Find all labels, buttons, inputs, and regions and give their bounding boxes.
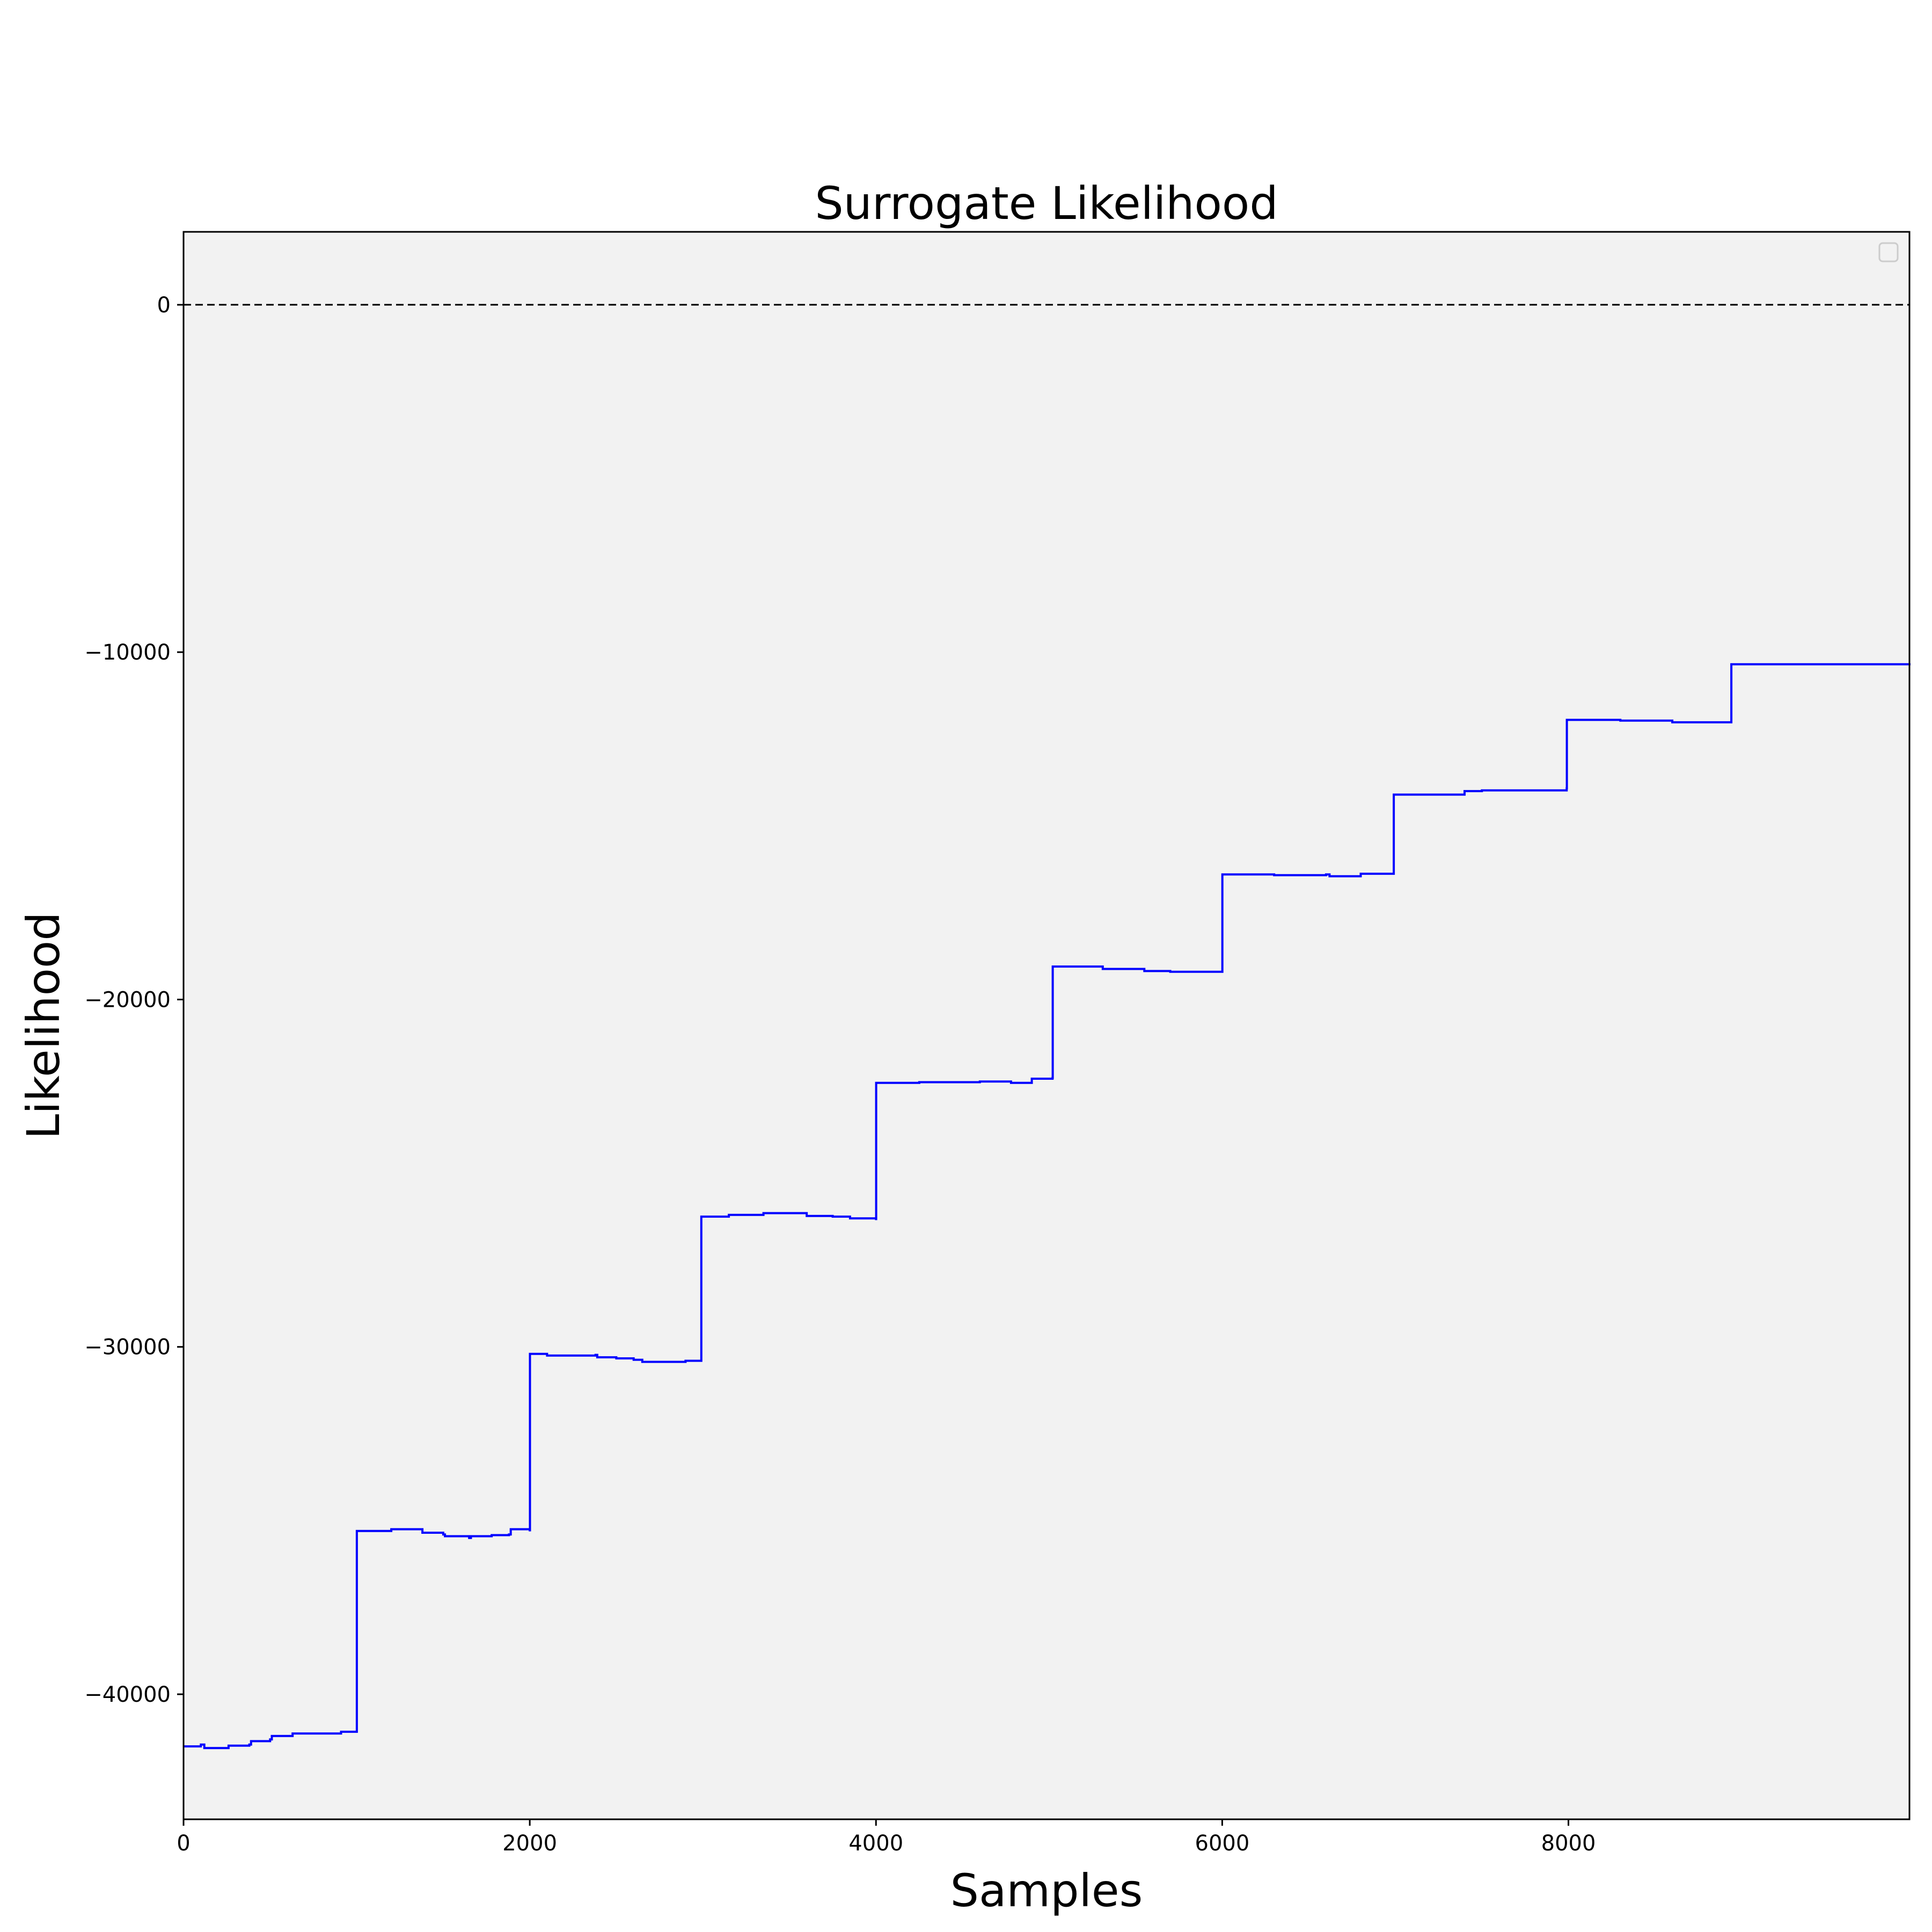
y-axis-label: Likelihood <box>17 912 70 1139</box>
x-tick-label: 4000 <box>848 1831 903 1856</box>
plot-frame <box>182 231 1911 1820</box>
x-tick-label: 2000 <box>502 1831 557 1856</box>
x-axis-label: Samples <box>950 1864 1143 1917</box>
x-tick-label: 0 <box>177 1831 190 1856</box>
x-axis-ticks: 0 2000 4000 6000 8000 <box>177 1819 1596 1856</box>
legend-box <box>1878 242 1899 262</box>
y-tick-label: −30000 <box>84 1335 171 1360</box>
y-tick-label: −10000 <box>84 640 171 665</box>
y-tick-label: −20000 <box>84 987 171 1012</box>
y-tick-label: −40000 <box>84 1682 171 1707</box>
y-axis-ticks: 0 −10000 −20000 −30000 −40000 <box>84 293 184 1707</box>
x-tick-label: 6000 <box>1195 1831 1250 1856</box>
likelihood-series-line <box>184 663 1911 1750</box>
plot-area <box>184 232 1909 1819</box>
y-tick-label: 0 <box>157 293 171 318</box>
x-tick-label: 8000 <box>1541 1831 1596 1856</box>
chart-title: Surrogate Likelihood <box>815 177 1278 230</box>
